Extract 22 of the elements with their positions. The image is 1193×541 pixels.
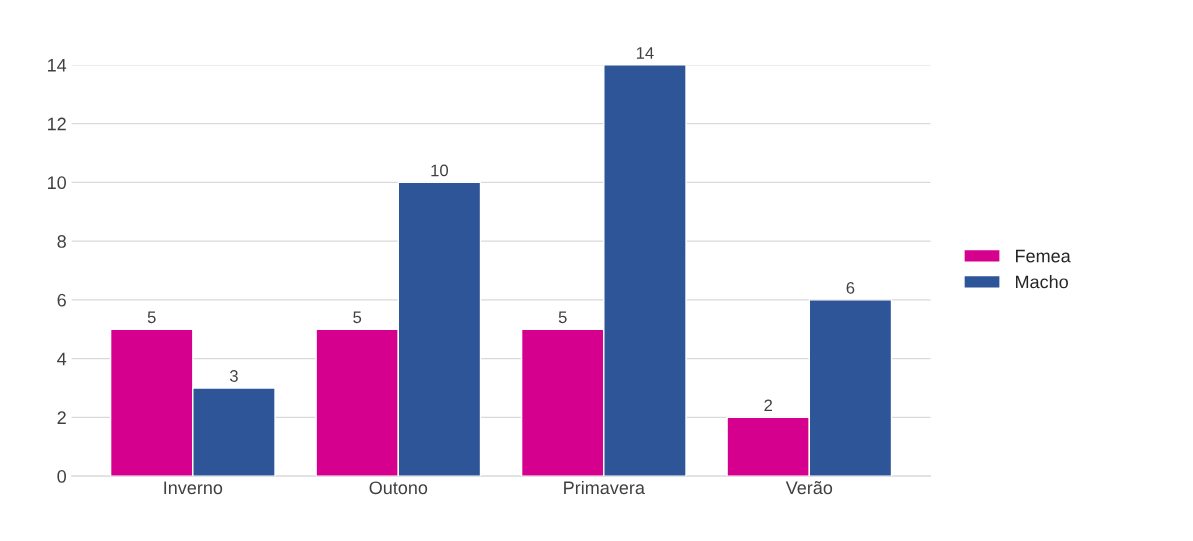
y-tick-label: 0	[57, 470, 67, 483]
data-label: 14	[636, 47, 654, 59]
data-label: 5	[353, 311, 362, 324]
legend-label: Macho	[1016, 275, 1068, 289]
x-tick-label: Primavera	[564, 480, 645, 495]
y-tick-label: 6	[57, 293, 66, 307]
y-tick-label: 12	[48, 117, 66, 131]
x-tick-label: Verão	[785, 481, 833, 495]
x-tick-label: Inverno	[164, 481, 223, 495]
data-label: 10	[431, 164, 449, 177]
x-tick-label: Outono	[369, 481, 428, 495]
data-label: 2	[764, 399, 772, 412]
y-tick-label: 8	[57, 235, 66, 248]
y-tick-label: 2	[57, 411, 66, 424]
data-label: 5	[147, 311, 156, 324]
data-label: 5	[558, 311, 567, 324]
y-tick-label: 14	[48, 59, 67, 72]
legend-label: Femea	[1016, 249, 1071, 263]
data-label: 3	[229, 370, 238, 382]
y-tick-label: 4	[57, 352, 67, 366]
data-label: 6	[846, 281, 855, 294]
y-tick-label: 10	[48, 176, 67, 190]
